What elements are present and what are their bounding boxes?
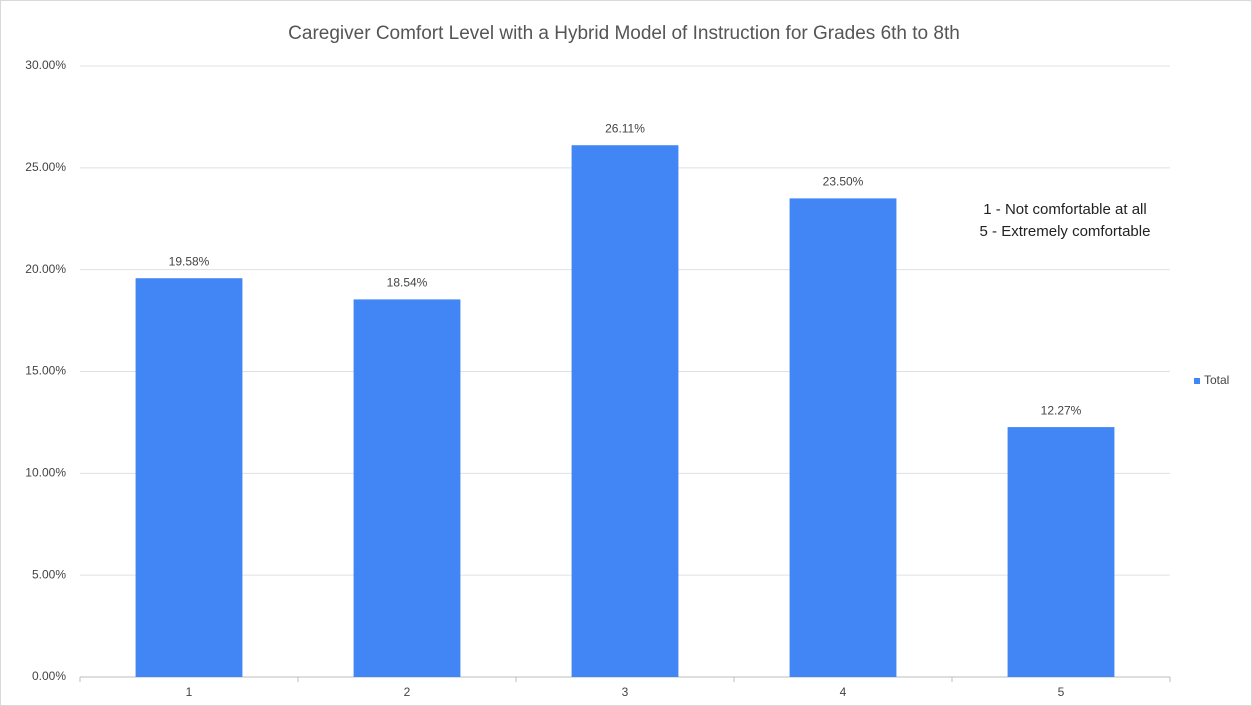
data-label: 26.11%	[605, 121, 645, 135]
y-tick-label: 15.00%	[25, 364, 66, 378]
x-tick-label: 5	[1058, 685, 1065, 699]
data-label: 18.54%	[387, 276, 428, 290]
legend-swatch	[1194, 378, 1200, 384]
legend-label: Total	[1204, 373, 1229, 387]
data-label: 23.50%	[823, 175, 864, 189]
chart-title: Caregiver Comfort Level with a Hybrid Mo…	[288, 23, 960, 44]
data-label: 19.58%	[169, 254, 210, 268]
data-label: 12.27%	[1041, 403, 1082, 417]
x-tick-label: 2	[404, 685, 411, 699]
x-tick-label: 3	[622, 685, 629, 699]
y-tick-label: 20.00%	[25, 262, 66, 276]
bar	[789, 198, 897, 677]
annotation: 1 - Not comfortable at all	[983, 201, 1146, 218]
y-tick-label: 30.00%	[25, 58, 66, 72]
x-tick-label: 1	[186, 685, 193, 699]
y-tick-label: 25.00%	[25, 160, 66, 174]
x-tick-label: 4	[840, 685, 847, 699]
y-tick-label: 5.00%	[32, 567, 66, 581]
bar	[353, 299, 461, 677]
bar	[1007, 427, 1115, 677]
y-tick-label: 0.00%	[32, 669, 66, 683]
annotation: 5 - Extremely comfortable	[980, 223, 1151, 240]
y-tick-label: 10.00%	[25, 466, 66, 480]
bar	[135, 278, 243, 677]
bar	[571, 145, 679, 678]
